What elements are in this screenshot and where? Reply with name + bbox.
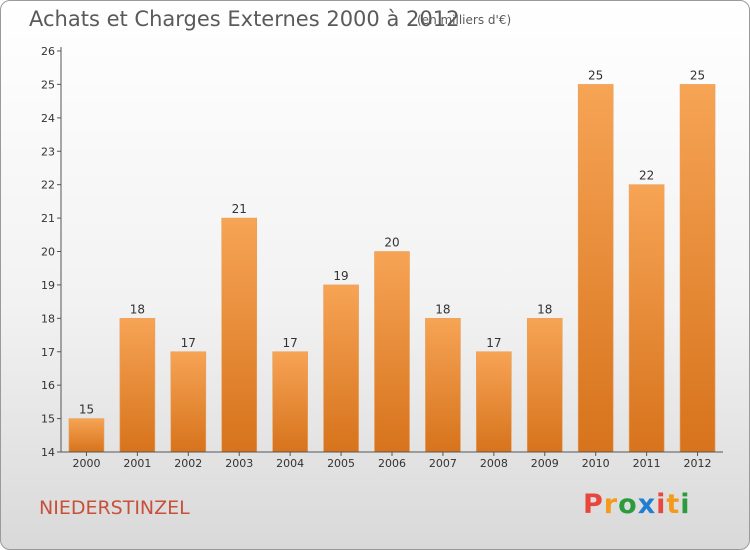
data-label-2002: 17 <box>181 336 196 350</box>
x-tick-label: 2004 <box>276 457 304 470</box>
y-tick-label: 26 <box>41 45 55 58</box>
logo-letter: i <box>680 489 691 520</box>
data-label-2005: 19 <box>333 269 348 283</box>
bar-2006 <box>374 251 410 453</box>
bar-2001 <box>119 318 156 453</box>
x-tick-label: 2001 <box>123 457 151 470</box>
y-tick-label: 16 <box>41 379 55 392</box>
y-tick-label: 19 <box>41 279 55 292</box>
y-tick-label: 23 <box>41 145 55 158</box>
bar-2005 <box>323 284 359 453</box>
data-label-2006: 20 <box>384 236 399 250</box>
chart-subtitle: (en milliers d'€) <box>417 13 512 27</box>
y-tick-label: 21 <box>41 212 55 225</box>
bar-2000 <box>68 418 105 453</box>
data-label-2009: 18 <box>537 302 552 316</box>
logo-letter: t <box>666 489 681 520</box>
bar-2012 <box>679 84 716 453</box>
x-tick-label: 2011 <box>633 457 661 470</box>
logo-letter: x <box>637 489 657 520</box>
proxiti-logo: Proxiti <box>583 489 691 520</box>
bar-2011 <box>628 184 665 453</box>
x-tick-label: 2000 <box>72 457 100 470</box>
x-tick-label: 2010 <box>582 457 610 470</box>
data-label-2003: 21 <box>232 202 247 216</box>
logo-letter: r <box>603 489 619 520</box>
bar-2009 <box>526 318 563 453</box>
data-label-2010: 25 <box>588 68 603 82</box>
x-tick-label: 2009 <box>531 457 559 470</box>
bar-2004 <box>272 351 308 453</box>
y-tick-label: 15 <box>41 413 55 426</box>
bar-2007 <box>425 318 461 453</box>
y-tick-label: 22 <box>41 179 55 192</box>
y-tick-label: 24 <box>41 112 55 125</box>
data-label-2007: 18 <box>435 302 450 316</box>
chart-title: Achats et Charges Externes 2000 à 2012 <box>29 7 460 31</box>
y-tick-label: 17 <box>41 346 55 359</box>
data-label-2001: 18 <box>130 302 145 316</box>
data-label-2012: 25 <box>690 68 705 82</box>
logo-letter: P <box>583 489 604 520</box>
x-tick-label: 2002 <box>174 457 202 470</box>
x-tick-label: 2003 <box>225 457 253 470</box>
y-tick-label: 18 <box>41 312 55 325</box>
y-tick-label: 14 <box>41 446 55 459</box>
x-tick-label: 2008 <box>480 457 508 470</box>
x-tick-label: 2012 <box>684 457 712 470</box>
bar-2008 <box>476 351 512 453</box>
y-tick-label: 25 <box>41 78 55 91</box>
bar-2003 <box>221 217 258 453</box>
data-label-2004: 17 <box>283 336 298 350</box>
y-tick-label: 20 <box>41 246 55 259</box>
logo-letter: i <box>656 489 667 520</box>
bar-2010 <box>577 84 614 453</box>
commune-name: NIEDERSTINZEL <box>39 497 190 519</box>
data-label-2000: 15 <box>79 403 94 417</box>
data-label-2008: 17 <box>486 336 501 350</box>
data-label-2011: 22 <box>639 169 654 183</box>
bar-2002 <box>170 351 207 453</box>
logo-letter: o <box>618 489 638 520</box>
x-tick-label: 2005 <box>327 457 355 470</box>
x-tick-label: 2006 <box>378 457 406 470</box>
x-tick-label: 2007 <box>429 457 457 470</box>
